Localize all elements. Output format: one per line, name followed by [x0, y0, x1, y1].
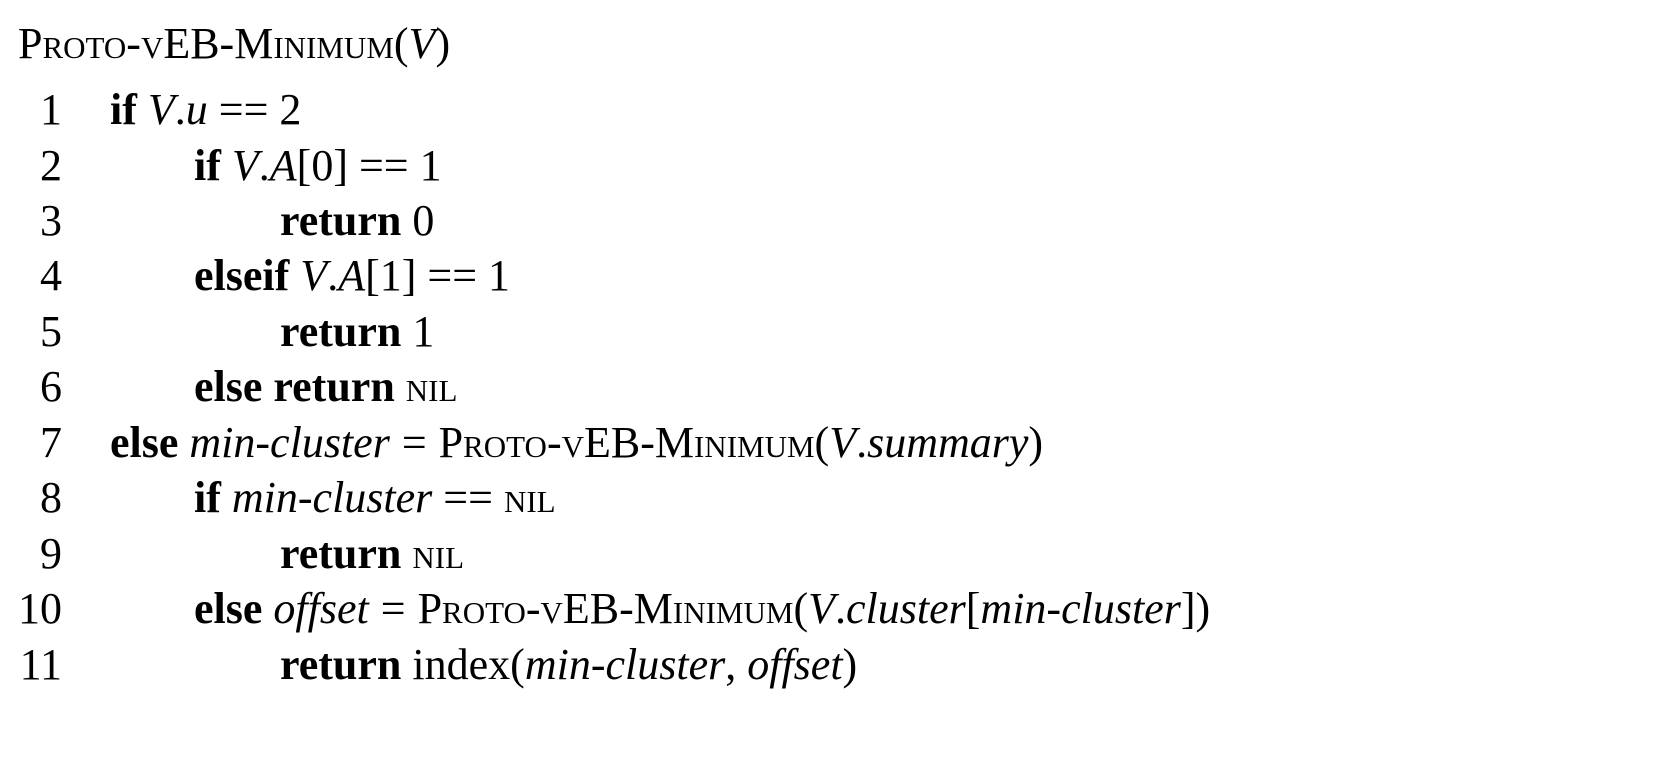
line-number: 4 — [40, 251, 62, 300]
field: cluster — [846, 584, 966, 633]
line-code: else offset = Proto-vEB-Minimum(V.cluster[… — [194, 584, 1211, 633]
line-code: if min-cluster == nil — [194, 468, 556, 528]
rhs: 2 — [279, 85, 302, 134]
rhs: 1 — [488, 251, 511, 300]
var-v: V — [808, 584, 835, 633]
variable: min-cluster — [231, 473, 433, 522]
line-code: return index(min-cluster, offset) — [280, 640, 858, 689]
line-code: if V.u == 2 — [110, 85, 302, 134]
keyword: else — [110, 418, 179, 467]
line-number: 10 — [18, 584, 62, 633]
line-number: 7 — [40, 418, 62, 467]
field: A — [338, 251, 366, 300]
keyword: else return — [194, 362, 395, 411]
var-v: V — [231, 141, 259, 190]
keyword: return — [280, 640, 402, 689]
line-number: 8 — [40, 473, 62, 522]
line-number: 2 — [40, 141, 62, 190]
line-number: 11 — [19, 640, 62, 689]
procedure-param: V — [408, 19, 436, 68]
function-name: index — [412, 640, 511, 689]
index: 0 — [311, 141, 334, 190]
rhs: 1 — [419, 141, 442, 190]
keyword: elseif — [194, 251, 290, 300]
line-code: if V.A[0] == 1 — [194, 141, 442, 190]
line-code: else return nil — [194, 357, 457, 417]
var-v: V — [829, 418, 857, 467]
field: u — [185, 85, 208, 134]
variable: offset — [273, 584, 369, 633]
call-name: Proto-vEB-Minimum — [417, 584, 794, 633]
keyword: return — [280, 307, 402, 356]
return-value: 1 — [412, 307, 435, 356]
keyword: else — [194, 584, 263, 633]
line-number: 6 — [40, 362, 62, 411]
field: summary — [867, 418, 1029, 467]
keyword: if — [110, 85, 137, 134]
field: A — [269, 141, 297, 190]
var-v: V — [300, 251, 328, 300]
var-v: V — [147, 85, 175, 134]
return-value: nil — [412, 529, 465, 578]
operator: == — [443, 473, 493, 522]
rhs: nil — [503, 473, 556, 522]
keyword: if — [194, 473, 221, 522]
argument: offset — [747, 640, 843, 689]
line-code: else min-cluster = Proto-vEB-Minimum(V.sum… — [110, 418, 1044, 467]
keyword: return — [280, 529, 402, 578]
index: 1 — [379, 251, 402, 300]
procedure-name: Proto-vEB-Minimum — [18, 19, 394, 68]
line-code: return 1 — [280, 302, 434, 362]
return-value: 0 — [412, 196, 435, 245]
procedure-title: Proto-vEB-Minimum(V) — [18, 19, 451, 68]
call-name: Proto-vEB-Minimum — [438, 418, 815, 467]
line-number: 5 — [40, 307, 62, 356]
line-code: return nil — [280, 524, 464, 584]
line-number: 1 — [40, 85, 62, 134]
variable: min-cluster — [189, 418, 390, 467]
keyword: return — [280, 196, 402, 245]
keyword: if — [194, 141, 221, 190]
return-value: nil — [405, 362, 458, 411]
line-code: elseif V.A[1] == 1 — [194, 251, 511, 300]
line-number: 3 — [40, 196, 62, 245]
argument: min-cluster — [524, 640, 726, 689]
line-number: 9 — [40, 529, 62, 578]
index: min-cluster — [980, 584, 1181, 633]
line-code: return 0 — [280, 191, 434, 251]
